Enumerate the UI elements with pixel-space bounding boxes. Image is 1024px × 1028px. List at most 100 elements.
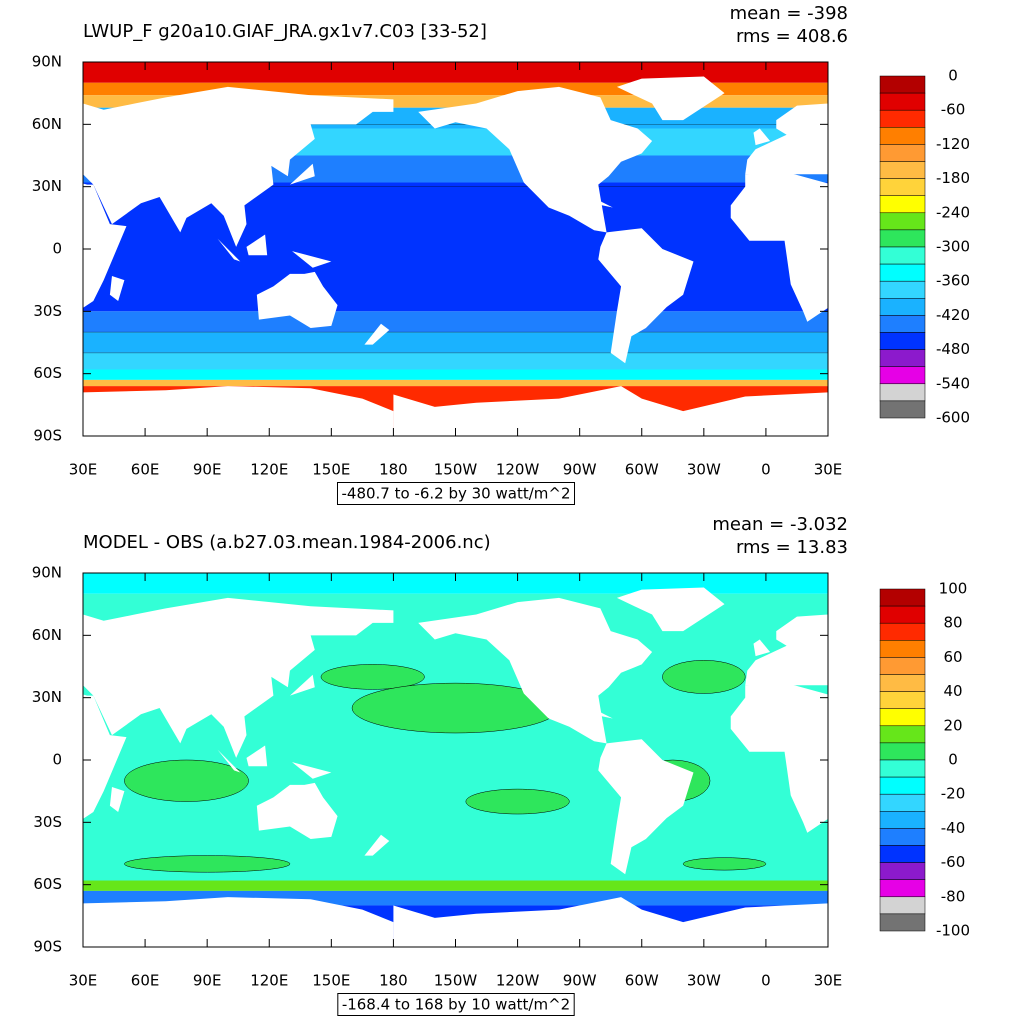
colorbar-label: -420 (936, 306, 970, 324)
lat-label: 90S (33, 938, 62, 956)
mean: mean = -398 (730, 3, 848, 24)
anomaly (683, 858, 766, 870)
colorbar-swatch (880, 692, 925, 709)
colorbar-swatch (880, 281, 925, 298)
colorbar-label: 60 (943, 648, 962, 666)
lat-label: 60S (33, 364, 62, 382)
lat-label: 60N (32, 115, 62, 133)
lon-label: 90W (563, 461, 597, 479)
footer: -168.4 to 168 by 10 watt/m^2 (342, 996, 570, 1014)
colorbar-swatch (880, 760, 925, 777)
lon-label: 90E (193, 461, 222, 479)
colorbar-swatch (880, 93, 925, 110)
colorbar-swatch (880, 640, 925, 657)
map (0, 573, 1024, 947)
colorbar-label: -240 (936, 203, 970, 221)
colorbar-label: -60 (941, 101, 966, 119)
colorbar-label: -600 (936, 409, 970, 427)
colorbar-label: -20 (941, 785, 966, 803)
lat-label: 90N (32, 53, 62, 71)
lat-label: 30S (33, 813, 62, 831)
lon-label: 0 (761, 461, 771, 479)
colorbar-swatch (880, 743, 925, 760)
colorbar-swatch (880, 777, 925, 794)
anomaly (0, 858, 21, 870)
colorbar-swatch (880, 623, 925, 640)
anomaly (124, 760, 248, 802)
lat-label: 0 (52, 240, 62, 258)
lon-label: 120E (250, 461, 288, 479)
colorbar-label: -180 (936, 169, 970, 187)
colorbar-swatch (880, 162, 925, 179)
ocean-band (83, 353, 828, 370)
colorbar-label: 20 (943, 716, 962, 734)
lon-label: 60W (625, 972, 659, 990)
colorbar-swatch (880, 811, 925, 828)
colorbar-swatch (880, 657, 925, 674)
lon-label: 0 (761, 972, 771, 990)
anomaly (124, 856, 290, 873)
land (1002, 783, 1024, 839)
colorbar-swatch (880, 298, 925, 315)
ocean-band (83, 311, 828, 332)
lon-label: 90W (563, 972, 597, 990)
mean: mean = -3.032 (712, 514, 848, 535)
colorbar-swatch (880, 315, 925, 332)
colorbar-label: 80 (943, 614, 962, 632)
colorbar-label: -40 (941, 819, 966, 837)
colorbar-label: 0 (948, 751, 958, 769)
panel: MODEL - OBS (a.b27.03.mean.1984-2006.nc)… (0, 514, 1024, 1016)
colorbar-swatch (880, 606, 925, 623)
colorbar-swatch (880, 794, 925, 811)
lat-label: 60S (33, 875, 62, 893)
lon-label: 30E (814, 461, 843, 479)
land (991, 234, 1012, 255)
lon-label: 60E (131, 461, 160, 479)
footer: -480.7 to -6.2 by 30 watt/m^2 (341, 485, 570, 503)
rms: rms = 408.6 (736, 26, 848, 47)
land (963, 750, 986, 773)
lon-label: 120W (496, 461, 540, 479)
colorbar-swatch (880, 897, 925, 914)
colorbar-swatch (880, 914, 925, 931)
colorbar-swatch (880, 333, 925, 350)
lon-label: 90E (193, 972, 222, 990)
lat-label: 90S (33, 427, 62, 445)
colorbar-swatch (880, 846, 925, 863)
lat-label: 30N (32, 688, 62, 706)
lon-label: 60W (625, 461, 659, 479)
land (991, 745, 1012, 766)
lon-label: 150W (434, 972, 478, 990)
colorbar-label: -80 (941, 887, 966, 905)
colorbar-swatch (880, 247, 925, 264)
ocean-band (83, 370, 828, 380)
anomaly (466, 789, 569, 814)
colorbar-label: -360 (936, 272, 970, 290)
panel-title: MODEL - OBS (a.b27.03.mean.1984-2006.nc) (83, 532, 491, 553)
ocean-band (83, 332, 828, 353)
colorbar-swatch (880, 367, 925, 384)
land (855, 787, 869, 812)
colorbar-swatch (880, 350, 925, 367)
colorbar-swatch (880, 589, 925, 606)
land (855, 276, 869, 301)
colorbar-swatch (880, 401, 925, 418)
lon-label: 30E (69, 972, 98, 990)
colorbar-label: 100 (939, 580, 968, 598)
colorbar-label: -120 (936, 135, 970, 153)
land (1002, 272, 1024, 328)
lon-label: 30E (69, 461, 98, 479)
colorbar-swatch (880, 144, 925, 161)
colorbar-label: -480 (936, 340, 970, 358)
land (9, 128, 26, 145)
colorbar-swatch (880, 726, 925, 743)
panel-title: LWUP_F g20a10.GIAF_JRA.gx1v7.C03 [33-52] (83, 21, 487, 42)
map (0, 62, 1024, 436)
colorbar-swatch (880, 127, 925, 144)
panel: LWUP_F g20a10.GIAF_JRA.gx1v7.C03 [33-52]… (0, 3, 1024, 505)
colorbar-swatch (880, 179, 925, 196)
lon-label: 30E (814, 972, 843, 990)
colorbar-label: 40 (943, 682, 962, 700)
lon-label: 120E (250, 972, 288, 990)
